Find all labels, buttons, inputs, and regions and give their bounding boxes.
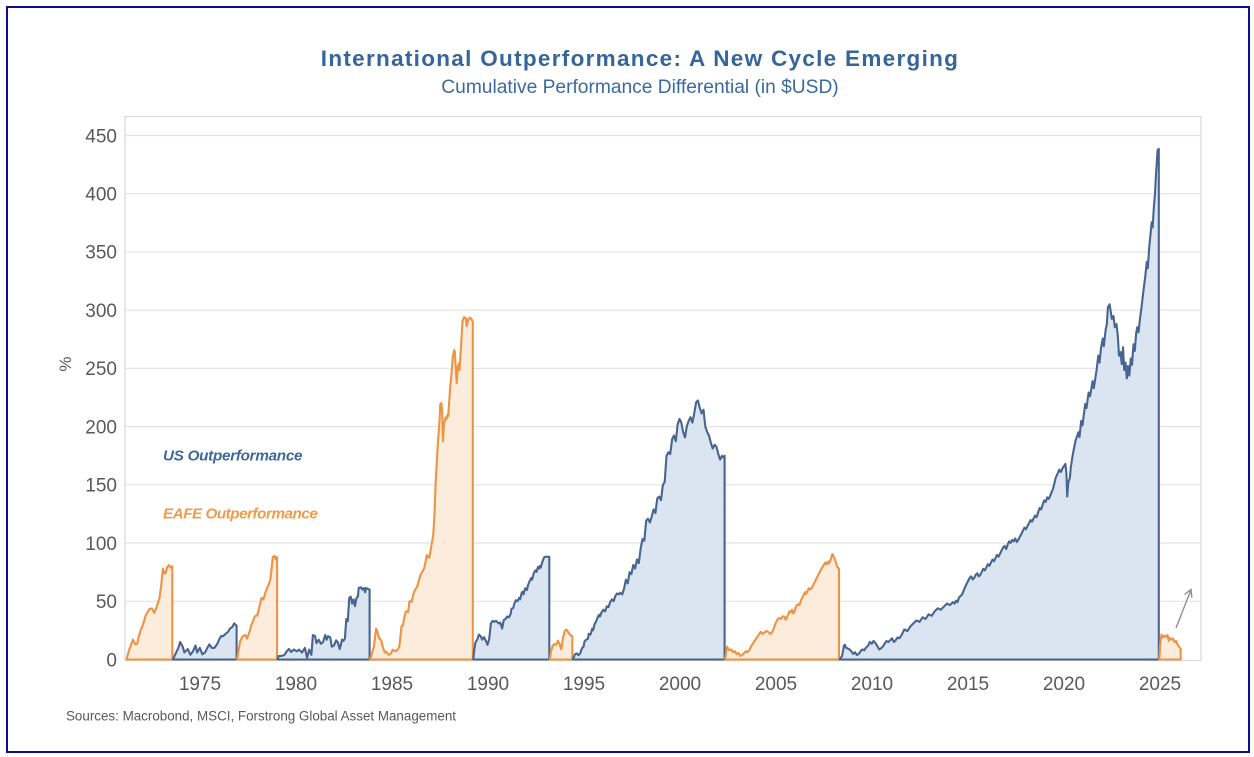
svg-text:400: 400 bbox=[85, 185, 117, 206]
svg-text:2010: 2010 bbox=[851, 674, 893, 695]
svg-text:EAFE Outperformance: EAFE Outperformance bbox=[163, 506, 318, 523]
svg-text:International Outperformance:: International Outperformance: A New Cycl… bbox=[321, 46, 959, 71]
svg-text:450: 450 bbox=[85, 126, 117, 147]
svg-text:2000: 2000 bbox=[659, 674, 701, 695]
svg-text:1980: 1980 bbox=[275, 674, 317, 695]
svg-text:50: 50 bbox=[96, 592, 117, 613]
svg-text:150: 150 bbox=[85, 476, 117, 497]
svg-text:2015: 2015 bbox=[947, 674, 989, 695]
svg-text:1985: 1985 bbox=[371, 674, 413, 695]
svg-text:100: 100 bbox=[85, 534, 117, 555]
svg-text:Sources: Macrobond, MSCI, Fors: Sources: Macrobond, MSCI, Forstrong Glob… bbox=[66, 709, 456, 724]
svg-text:200: 200 bbox=[85, 417, 117, 438]
svg-text:250: 250 bbox=[85, 359, 117, 380]
svg-text:2025: 2025 bbox=[1139, 674, 1181, 695]
svg-text:Cumulative Performance Differe: Cumulative Performance Differential (in … bbox=[441, 77, 838, 98]
svg-text:US Outperformance: US Outperformance bbox=[163, 448, 303, 465]
svg-text:1995: 1995 bbox=[563, 674, 605, 695]
svg-text:1975: 1975 bbox=[179, 674, 221, 695]
svg-text:%: % bbox=[56, 356, 75, 371]
svg-text:300: 300 bbox=[85, 301, 117, 322]
svg-text:0: 0 bbox=[106, 650, 117, 671]
svg-text:2005: 2005 bbox=[755, 674, 797, 695]
svg-text:1990: 1990 bbox=[467, 674, 509, 695]
svg-text:2020: 2020 bbox=[1043, 674, 1085, 695]
svg-text:350: 350 bbox=[85, 243, 117, 264]
